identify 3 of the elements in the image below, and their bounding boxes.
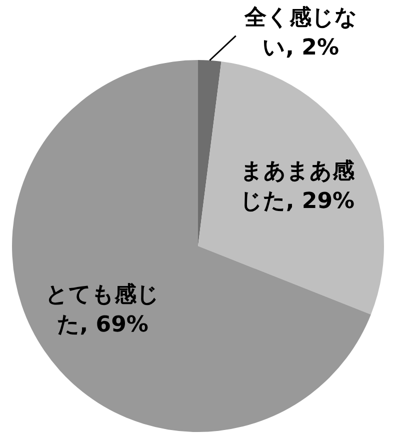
slice-label: 全く感じない, 2% (243, 6, 358, 61)
slice-label: とても感じた, 69% (46, 282, 160, 338)
slice-label: まあまあ感じた, 29% (240, 159, 356, 214)
